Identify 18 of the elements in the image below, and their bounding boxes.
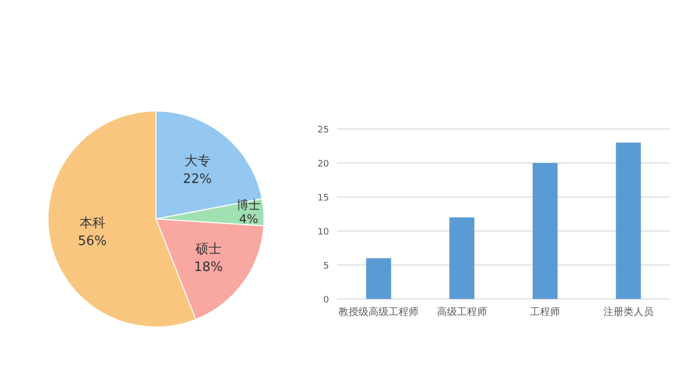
x-tick-label: 工程师 <box>530 307 560 318</box>
x-tick-label: 注册类人员 <box>603 306 654 318</box>
x-tick-label: 教授级高级工程师 <box>338 306 419 318</box>
slice-label: 博士 <box>236 198 261 212</box>
slice-label: 本科 <box>79 216 106 232</box>
y-tick-label: 25 <box>318 126 329 136</box>
data-label: 22% <box>182 172 212 188</box>
slice-label: 硕士 <box>194 242 222 258</box>
y-tick-label: 10 <box>318 228 330 238</box>
y-tick-label: 20 <box>318 160 330 170</box>
data-label: 56% <box>78 234 107 250</box>
y-tick-label: 5 <box>323 262 329 272</box>
data-label: 18% <box>194 260 223 276</box>
slice-label: 大专 <box>184 154 210 170</box>
data-label: 4% <box>239 212 258 226</box>
y-tick-label: 0 <box>323 296 330 306</box>
x-tick-label: 高级工程师 <box>436 306 487 318</box>
y-tick-label: 15 <box>318 194 329 204</box>
